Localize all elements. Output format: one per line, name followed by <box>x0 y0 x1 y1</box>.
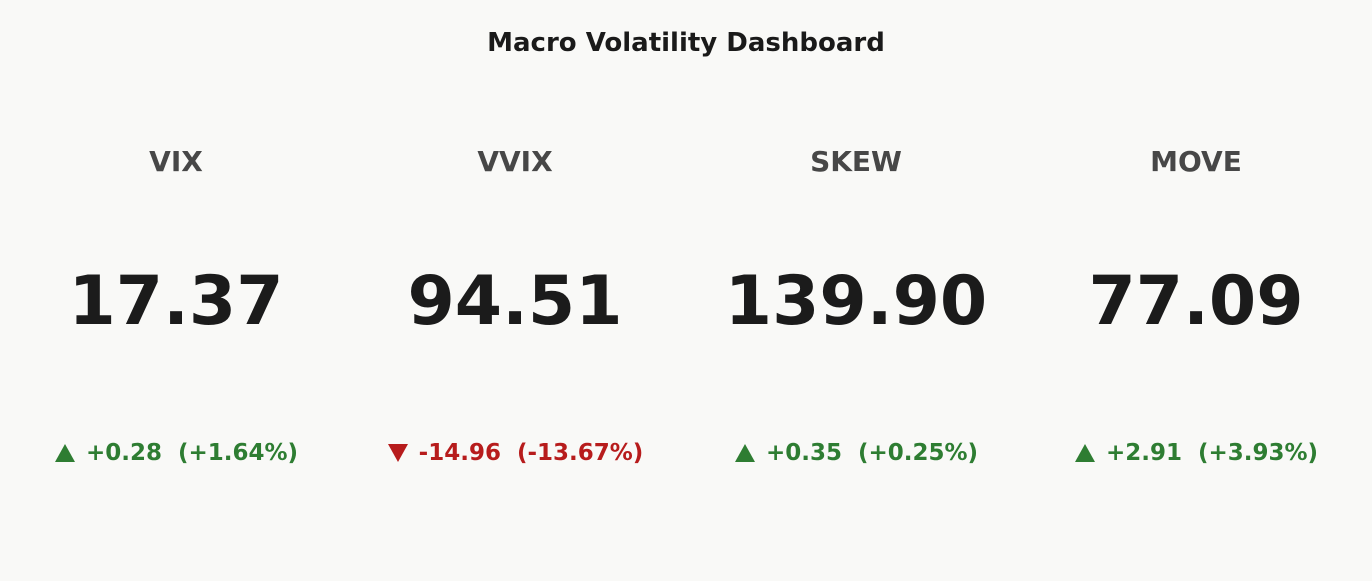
delta-percent: (+0.25%) <box>857 440 979 466</box>
indicator-tile: VVIX 94.51 -14.96 (-13.67%) <box>345 0 685 581</box>
delta-arrow-icon <box>734 444 755 462</box>
indicator-value: 17.37 <box>68 262 284 341</box>
delta-arrow-icon <box>54 444 75 462</box>
delta-value: -14.96 <box>418 440 501 466</box>
indicator-label: VVIX <box>477 145 553 178</box>
indicator-label: MOVE <box>1150 145 1242 178</box>
delta-row: +2.91 (+3.93%) <box>1026 440 1366 466</box>
delta-value: +2.91 <box>1105 440 1182 466</box>
delta-row: -14.96 (-13.67%) <box>345 440 685 466</box>
delta-arrow-icon <box>1074 444 1095 462</box>
delta-arrow <box>387 444 408 462</box>
delta-value: +0.35 <box>765 440 842 466</box>
indicator-tile: VIX 17.37 +0.28 (+1.64%) <box>6 0 346 581</box>
indicator-tile: MOVE 77.09 +2.91 (+3.93%) <box>1026 0 1366 581</box>
delta-percent: (+1.64%) <box>177 440 299 466</box>
indicator-value: 94.51 <box>407 262 623 341</box>
delta-arrow-icon <box>387 444 408 462</box>
delta-percent: (-13.67%) <box>516 440 644 466</box>
delta-arrow <box>54 444 75 462</box>
dashboard-title: Macro Volatility Dashboard <box>487 28 885 58</box>
indicator-label: VIX <box>149 145 203 178</box>
indicator-tile: SKEW 139.90 +0.35 (+0.25%) <box>686 0 1026 581</box>
delta-arrow <box>734 444 755 462</box>
delta-arrow <box>1074 444 1095 462</box>
indicator-value: 77.09 <box>1088 262 1304 341</box>
delta-value: +0.28 <box>85 440 162 466</box>
delta-row: +0.35 (+0.25%) <box>686 440 1026 466</box>
delta-percent: (+3.93%) <box>1197 440 1319 466</box>
indicator-label: SKEW <box>810 145 902 178</box>
delta-row: +0.28 (+1.64%) <box>6 440 346 466</box>
indicator-value: 139.90 <box>724 262 988 341</box>
